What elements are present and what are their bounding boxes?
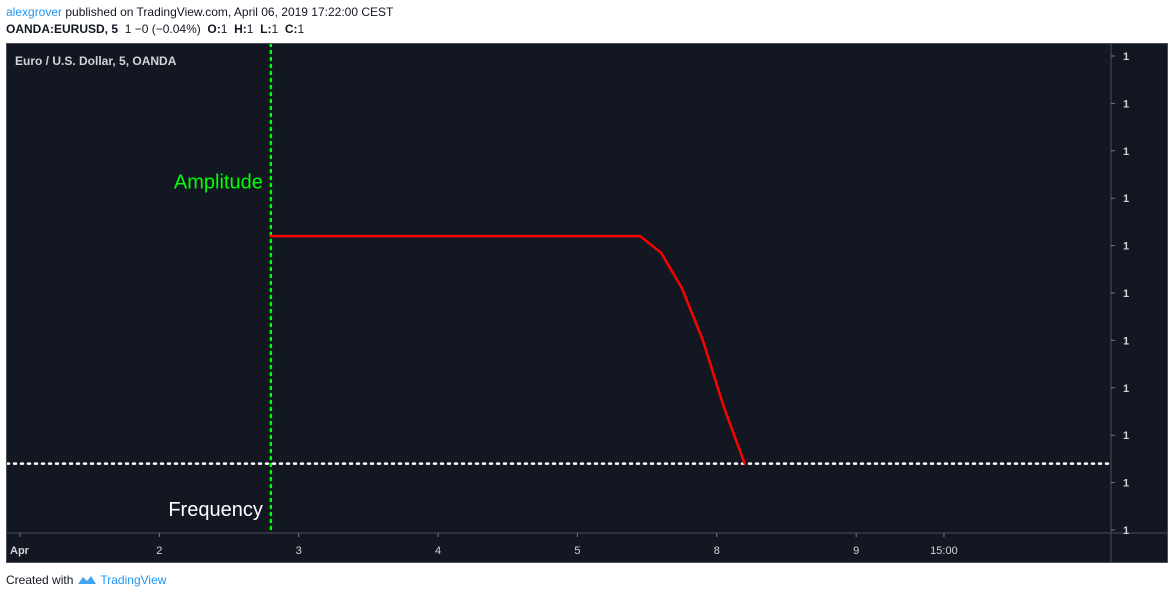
close-label: C: (284, 22, 298, 36)
frequency-label: Frequency (168, 499, 263, 521)
y-tick-label: 1 (1123, 478, 1129, 490)
open-value: 1 (220, 22, 228, 36)
y-tick-label: 1 (1123, 335, 1129, 347)
y-tick-label: 1 (1123, 51, 1129, 63)
quote-line: OANDA:EURUSD, 5 1 −0 (−0.04%) O:1 H:1 L:… (6, 22, 304, 36)
footer: Created with TradingView (6, 573, 166, 587)
x-tick-label: 3 (296, 545, 302, 557)
price-axis[interactable]: 1 1 1 1 1 1 1 1 1 1 1 (1111, 51, 1129, 537)
y-tick-label: 1 (1123, 98, 1129, 110)
author-link[interactable]: alexgrover (6, 5, 63, 19)
series-line (269, 234, 746, 465)
chart-title: Euro / U.S. Dollar, 5, OANDA (15, 54, 177, 68)
created-with-text: Created with (6, 573, 74, 587)
high-label: H: (234, 22, 247, 36)
y-tick-label: 1 (1123, 383, 1129, 395)
marker-lines (7, 44, 1113, 535)
x-tick-label: 8 (714, 545, 720, 557)
x-tick-label: 9 (853, 545, 859, 557)
change-value: 1 −0 (−0.04%) (124, 22, 201, 36)
close-value: 1 (297, 22, 305, 36)
brand-label: TradingView (100, 573, 167, 587)
chart-background (7, 44, 1167, 562)
y-tick-label: 1 (1123, 193, 1129, 205)
amplitude-label: Amplitude (174, 172, 263, 194)
annotation-group: Amplitude Frequency (168, 172, 263, 521)
open-label: O: (207, 22, 221, 36)
x-tick-label: 15:00 (930, 545, 958, 557)
y-tick-label: 1 (1123, 525, 1129, 537)
x-tick-label: 4 (435, 545, 441, 557)
chart-canvas[interactable]: Euro / U.S. Dollar, 5, OANDA 11111111111… (7, 44, 1167, 562)
y-tick-label: 1 (1123, 241, 1129, 253)
series-group (269, 234, 746, 465)
time-axis[interactable]: Apr 2 3 4 5 8 9 15:00 (10, 533, 958, 557)
high-value: 1 (246, 22, 254, 36)
x-tick-label: Apr (10, 545, 30, 557)
y-tick-label: 1 (1123, 430, 1129, 442)
y-tick-label: 1 (1123, 146, 1129, 158)
y-tick-label: 1 (1123, 288, 1129, 300)
tradingview-link[interactable]: TradingView (77, 573, 166, 587)
low-label: L: (260, 22, 272, 36)
publication-info: alexgrover published on TradingView.com,… (6, 5, 393, 19)
x-tick-label: 2 (156, 545, 162, 557)
symbol-label: OANDA:EURUSD, 5 (6, 22, 119, 36)
published-text: published on TradingView.com, April 06, … (62, 5, 394, 19)
x-tick-label: 5 (574, 545, 580, 557)
tradingview-logo-icon (78, 576, 97, 584)
low-value: 1 (271, 22, 279, 36)
